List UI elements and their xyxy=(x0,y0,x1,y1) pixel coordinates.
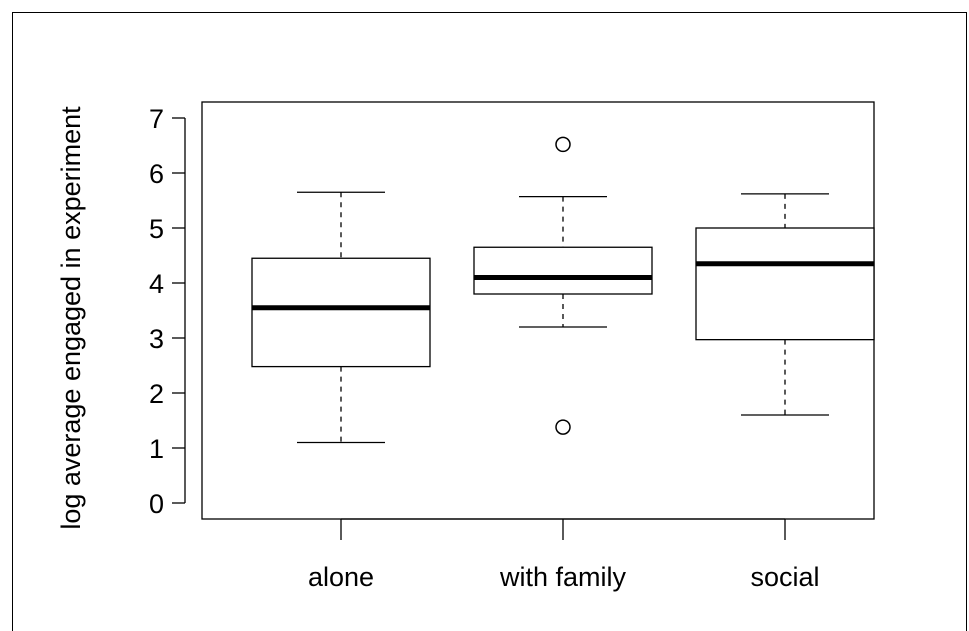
y-tick-label: 2 xyxy=(149,379,164,409)
y-tick-label: 3 xyxy=(149,324,164,354)
iqr-box xyxy=(695,227,875,341)
y-tick-label: 7 xyxy=(149,104,164,134)
x-tick-label: alone xyxy=(308,562,374,592)
y-axis-label: log average engaged in experiment xyxy=(56,106,86,530)
outlier-point xyxy=(555,419,571,435)
x-tick-label: with family xyxy=(499,562,627,592)
chart-frame xyxy=(12,12,967,631)
iqr-box xyxy=(251,257,431,368)
boxes xyxy=(251,136,875,444)
y-axis: 0 1 2 3 4 5 6 7 xyxy=(149,104,186,519)
y-tick-label: 4 xyxy=(149,269,164,299)
y-tick-label: 1 xyxy=(149,434,164,464)
box-with-family xyxy=(473,136,653,435)
box-alone xyxy=(251,191,431,444)
x-tick-label: social xyxy=(750,562,819,592)
y-tick-label: 6 xyxy=(149,159,164,189)
box-social xyxy=(695,193,875,416)
iqr-box xyxy=(473,246,653,295)
y-tick-label: 0 xyxy=(149,489,164,519)
outlier-point xyxy=(555,136,571,153)
y-tick-label: 5 xyxy=(149,214,164,244)
x-axis: alone with family social xyxy=(308,518,820,592)
